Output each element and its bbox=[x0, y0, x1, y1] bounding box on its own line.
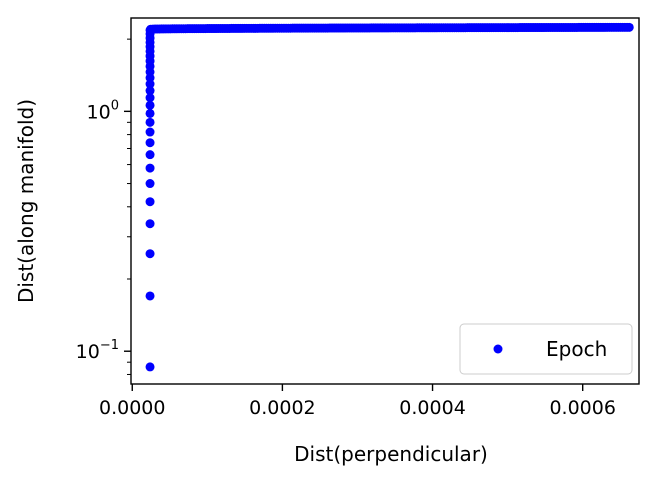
plot-area bbox=[131, 18, 639, 384]
data-point-11 bbox=[145, 108, 155, 118]
plateau-point-219 bbox=[624, 22, 634, 32]
legend-marker bbox=[493, 344, 503, 354]
data-points bbox=[145, 22, 634, 372]
data-point-5 bbox=[145, 179, 155, 189]
data-point-13 bbox=[145, 93, 155, 103]
data-point-1 bbox=[145, 291, 155, 301]
data-point-0 bbox=[145, 362, 155, 372]
y-axis-label: Dist(along manifold) bbox=[14, 99, 38, 303]
legend-box bbox=[459, 323, 633, 375]
data-point-10 bbox=[145, 117, 155, 127]
x-tick-label-0: 0.0000 bbox=[99, 397, 165, 419]
data-point-12 bbox=[145, 100, 155, 110]
x-tick-label-2: 0.0004 bbox=[399, 397, 465, 419]
data-point-7 bbox=[145, 150, 155, 160]
data-point-9 bbox=[145, 127, 155, 137]
y-tick-label-1: 100 bbox=[87, 98, 119, 123]
x-axis-label: Dist(perpendicular) bbox=[294, 442, 488, 466]
x-tick-label-3: 0.0006 bbox=[549, 397, 615, 419]
plot-frame bbox=[130, 17, 640, 385]
data-point-15 bbox=[145, 79, 155, 89]
x-axis-ticks: 0.0000 0.0002 0.0004 0.0006 bbox=[99, 384, 616, 419]
x-tick-label-1: 0.0002 bbox=[249, 397, 315, 419]
data-point-3 bbox=[145, 219, 155, 229]
data-point-14 bbox=[145, 86, 155, 96]
data-point-2 bbox=[145, 249, 155, 259]
data-point-8 bbox=[145, 138, 155, 148]
legend: Epoch bbox=[459, 323, 633, 375]
legend-label-epoch: Epoch bbox=[546, 337, 607, 361]
data-point-6 bbox=[145, 163, 155, 173]
y-axis-ticks: 10−1 100 bbox=[76, 38, 131, 375]
data-point-4 bbox=[145, 197, 155, 207]
y-tick-label-0: 10−1 bbox=[76, 338, 119, 363]
